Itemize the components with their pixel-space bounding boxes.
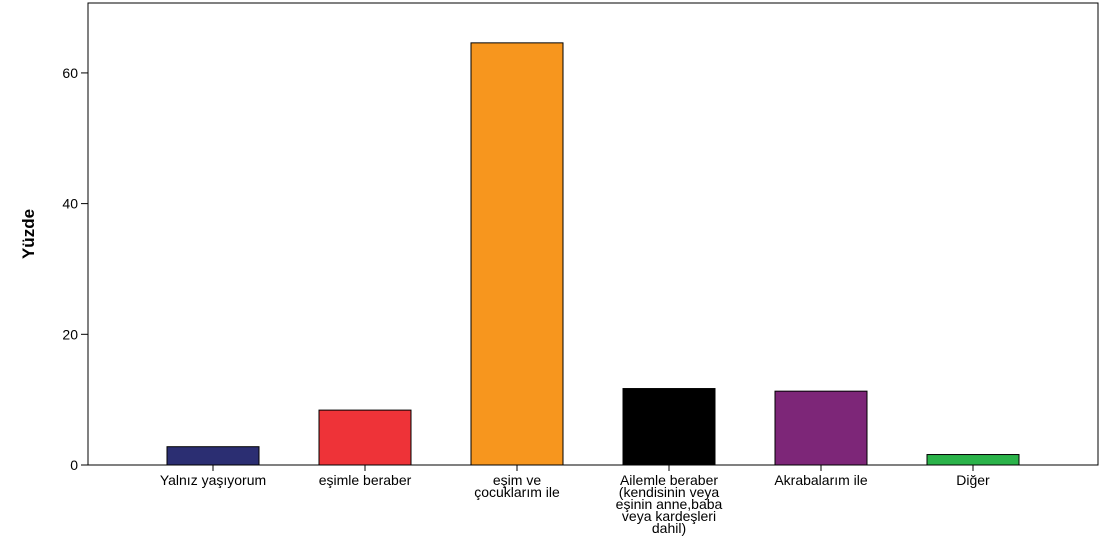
x-tick-label: eşim ve xyxy=(493,472,541,488)
bar xyxy=(166,446,260,466)
x-tick-label: Akrabalarım ile xyxy=(774,472,868,488)
x-tick-label: Yalnız yaşıyorum xyxy=(160,472,266,488)
bar xyxy=(622,388,716,466)
x-tick-label: çocuklarım ile xyxy=(474,484,560,500)
x-tick-label: eşimle beraber xyxy=(319,472,412,488)
x-tick-label: (kendisinin veya xyxy=(619,484,720,500)
x-tick-label: eşinin anne,baba xyxy=(616,496,723,512)
y-tick-label: 0 xyxy=(70,457,78,473)
x-tick-label: dahil) xyxy=(652,520,686,536)
bar xyxy=(318,409,412,466)
bar xyxy=(774,390,868,466)
bar xyxy=(470,42,564,466)
y-tick-label: 20 xyxy=(62,326,78,342)
y-axis-title: Yüzde xyxy=(19,209,38,259)
bar xyxy=(926,454,1020,466)
y-tick-label: 40 xyxy=(62,196,78,212)
y-tick-label: 60 xyxy=(62,65,78,81)
x-tick-label: veya kardeşleri xyxy=(622,508,716,524)
x-tick-label: Ailemle beraber xyxy=(620,472,718,488)
x-tick-label: Diğer xyxy=(956,472,990,488)
plot-frame xyxy=(87,2,1099,466)
